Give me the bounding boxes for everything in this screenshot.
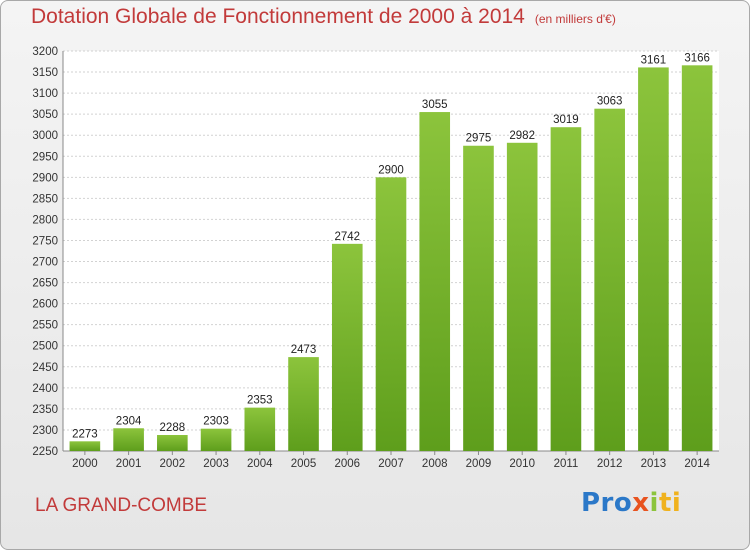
y-tick-label: 3150 xyxy=(32,67,58,79)
y-tick-label: 2550 xyxy=(32,320,58,332)
logo-part-2: x xyxy=(632,488,650,518)
proxiti-logo[interactable]: Proxiti xyxy=(581,488,681,518)
y-tick-label: 2900 xyxy=(32,172,58,184)
logo-part-3: i xyxy=(649,488,659,518)
bar xyxy=(244,407,276,451)
x-tick-label: 2013 xyxy=(641,458,667,470)
bar-value-label: 3161 xyxy=(641,54,667,66)
y-tick-label: 2600 xyxy=(32,299,58,311)
y-tick-label: 2850 xyxy=(32,193,58,205)
bar-value-label: 2353 xyxy=(247,395,273,407)
bar xyxy=(288,357,319,451)
x-tick-label: 2002 xyxy=(160,458,186,470)
x-tick-label: 2005 xyxy=(291,458,317,470)
bar xyxy=(69,441,101,451)
logo-part-1: Pro xyxy=(581,488,633,518)
y-tick-label: 2350 xyxy=(32,404,58,416)
x-tick-label: 2008 xyxy=(422,458,448,470)
y-tick-label: 2450 xyxy=(32,362,58,374)
x-tick-label: 2014 xyxy=(684,458,710,470)
y-tick-label: 2400 xyxy=(32,383,58,395)
bar xyxy=(550,127,582,452)
bar xyxy=(200,428,232,451)
x-tick-label: 2011 xyxy=(554,458,579,470)
bar xyxy=(157,435,188,451)
bar-value-label: 2900 xyxy=(378,164,404,176)
bar xyxy=(681,65,713,451)
y-tick-label: 2650 xyxy=(32,278,58,290)
chart-unit: (en milliers d'€) xyxy=(534,12,616,26)
x-tick-label: 2007 xyxy=(378,458,404,470)
bar xyxy=(463,145,494,451)
chart-title: Dotation Globale de Fonctionnement de 20… xyxy=(31,5,616,29)
bar-value-label: 2473 xyxy=(291,344,317,356)
y-tick-label: 2250 xyxy=(32,446,58,458)
bar-value-label: 2982 xyxy=(509,130,535,142)
y-tick-label: 3200 xyxy=(32,46,58,58)
x-tick-label: 2004 xyxy=(247,458,273,470)
bar-value-label: 3055 xyxy=(422,99,448,111)
bar xyxy=(375,177,407,451)
chart-title-text: Dotation Globale de Fonctionnement de 20… xyxy=(31,5,525,28)
y-tick-label: 2300 xyxy=(32,425,58,437)
x-tick-label: 2010 xyxy=(509,458,535,470)
bar xyxy=(331,243,363,451)
x-tick-label: 2009 xyxy=(466,458,492,470)
x-tick-label: 2012 xyxy=(597,458,623,470)
x-tick-label: 2001 xyxy=(116,458,142,470)
bar-value-label: 3166 xyxy=(684,52,710,64)
x-tick-label: 2006 xyxy=(334,458,360,470)
bar xyxy=(594,108,625,452)
bar xyxy=(506,142,538,451)
bar xyxy=(638,67,669,451)
bar-value-label: 2273 xyxy=(72,428,98,440)
commune-name: LA GRAND-COMBE xyxy=(35,495,208,516)
bar-value-label: 2303 xyxy=(203,416,229,428)
y-tick-label: 3050 xyxy=(32,109,58,121)
y-tick-label: 3000 xyxy=(32,130,58,142)
y-tick-label: 2700 xyxy=(32,257,58,269)
y-tick-label: 2500 xyxy=(32,341,58,353)
bar-value-label: 2304 xyxy=(116,415,142,427)
bar-value-label: 2975 xyxy=(466,133,492,145)
y-tick-label: 2750 xyxy=(32,235,58,247)
x-tick-label: 2003 xyxy=(203,458,229,470)
x-tick-label: 2000 xyxy=(72,458,98,470)
bar-value-label: 2742 xyxy=(334,231,360,243)
bar xyxy=(113,428,144,451)
y-tick-label: 2800 xyxy=(32,214,58,226)
bar-value-label: 3019 xyxy=(553,114,579,126)
y-tick-label: 2950 xyxy=(32,151,58,163)
logo-part-4: ti xyxy=(658,488,682,518)
bar-value-label: 2288 xyxy=(160,422,186,434)
y-tick-label: 3100 xyxy=(32,88,58,100)
bar-value-label: 3063 xyxy=(597,96,623,108)
bar xyxy=(419,112,451,451)
